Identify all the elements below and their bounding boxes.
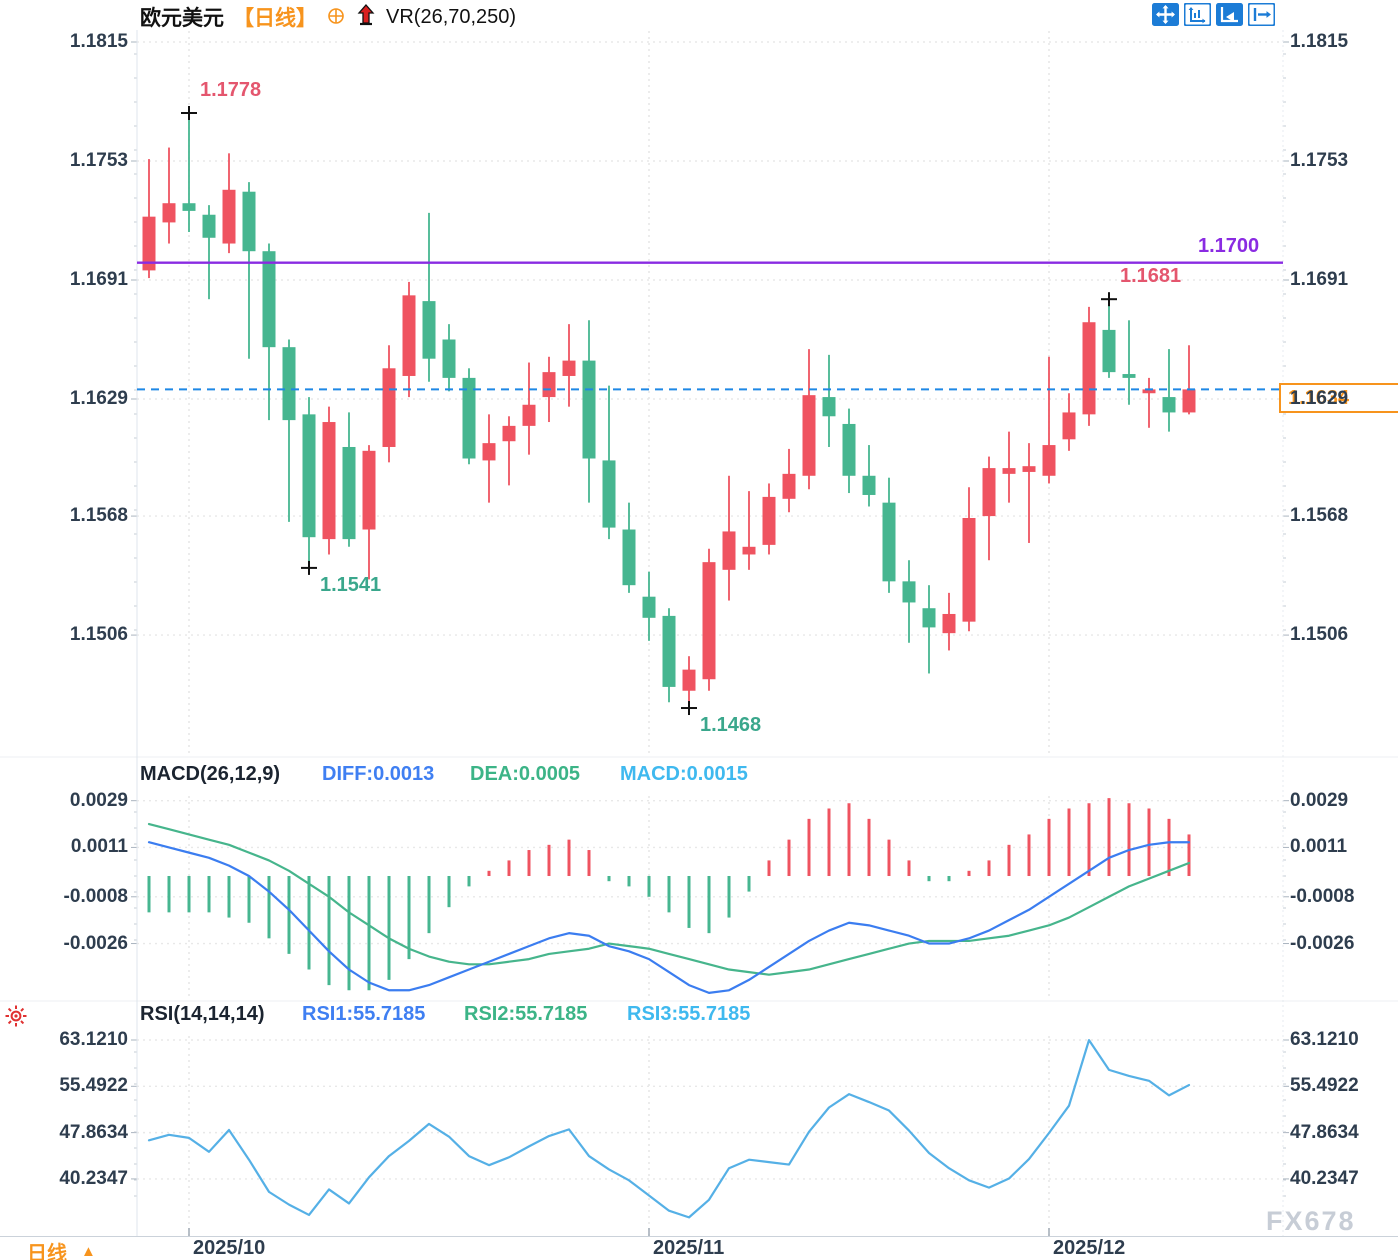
- period-selector[interactable]: 日线 ▲: [27, 1237, 96, 1260]
- auto-follow-icon[interactable]: [1216, 3, 1243, 26]
- move-icon[interactable]: [1152, 3, 1179, 26]
- jump-to-latest-icon[interactable]: [1248, 3, 1275, 26]
- axis-scale-icon[interactable]: [1184, 3, 1211, 26]
- red-up-arrow-icon[interactable]: [355, 3, 377, 32]
- period-label: 日线: [27, 1243, 67, 1260]
- indicator-settings-icon[interactable]: [3, 1003, 29, 1034]
- chart-toolbar: [1152, 3, 1275, 26]
- target-circle-icon[interactable]: [326, 5, 346, 30]
- triangle-up-icon: ▲: [81, 1243, 96, 1260]
